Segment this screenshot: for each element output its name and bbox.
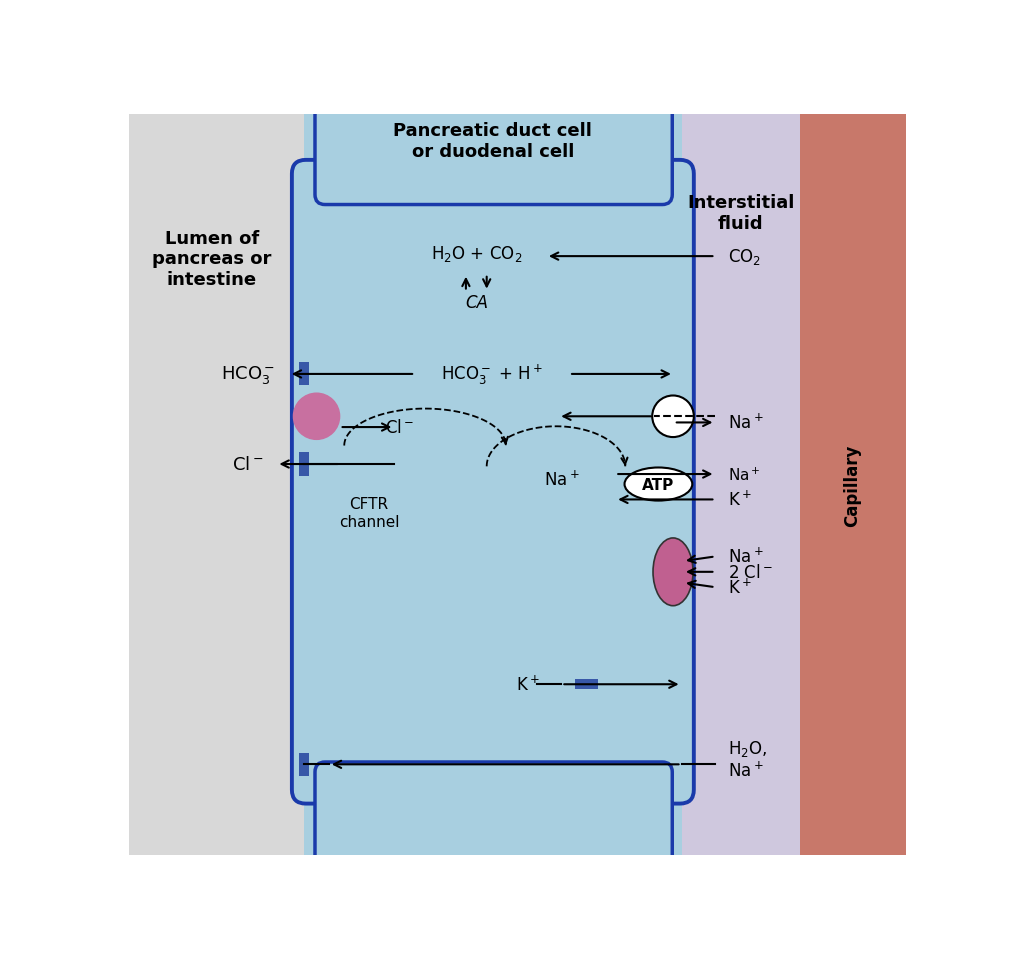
Text: K$^+$: K$^+$ (727, 578, 752, 597)
Text: Lumen of
pancreas or
intestine: Lumen of pancreas or intestine (152, 230, 271, 289)
Text: CO$_2$: CO$_2$ (727, 247, 761, 267)
Ellipse shape (653, 538, 693, 606)
Text: Na$^+$: Na$^+$ (727, 413, 763, 432)
Text: Interstitial
fluid: Interstitial fluid (687, 193, 794, 233)
Bar (800, 115, 906, 855)
Text: Na$^+$: Na$^+$ (727, 466, 761, 483)
Bar (300, 753, 309, 776)
Text: CFTR
channel: CFTR channel (339, 497, 400, 530)
FancyBboxPatch shape (315, 762, 672, 865)
Text: HCO$_3^-$ + H$^+$: HCO$_3^-$ + H$^+$ (441, 362, 543, 386)
Ellipse shape (625, 468, 692, 501)
Bar (129, 115, 304, 855)
Text: Cl$^-$: Cl$^-$ (385, 419, 415, 436)
Text: Pancreatic duct cell
or duodenal cell: Pancreatic duct cell or duodenal cell (394, 122, 592, 160)
Text: K$^+$: K$^+$ (727, 490, 752, 509)
Text: H$_2$O,
Na$^+$: H$_2$O, Na$^+$ (727, 738, 767, 780)
Bar (304, 115, 681, 855)
FancyBboxPatch shape (292, 160, 694, 803)
Bar (575, 679, 598, 690)
Circle shape (294, 394, 340, 440)
Circle shape (652, 396, 694, 437)
Bar (300, 453, 309, 476)
Text: HCO$_3^-$: HCO$_3^-$ (221, 363, 275, 385)
Text: Cl$^-$: Cl$^-$ (232, 456, 263, 474)
Text: Capillary: Capillary (844, 444, 862, 527)
Text: Na$^+$: Na$^+$ (544, 470, 579, 489)
FancyBboxPatch shape (315, 106, 672, 206)
Bar (300, 363, 309, 386)
Text: ATP: ATP (643, 477, 675, 492)
Text: H$_2$O + CO$_2$: H$_2$O + CO$_2$ (431, 244, 523, 263)
Text: K$^+$: K$^+$ (516, 675, 540, 694)
Text: CA: CA (465, 294, 488, 312)
Text: Na$^+$: Na$^+$ (727, 547, 763, 566)
Bar (681, 115, 800, 855)
Text: 2 Cl$^-$: 2 Cl$^-$ (727, 563, 773, 581)
